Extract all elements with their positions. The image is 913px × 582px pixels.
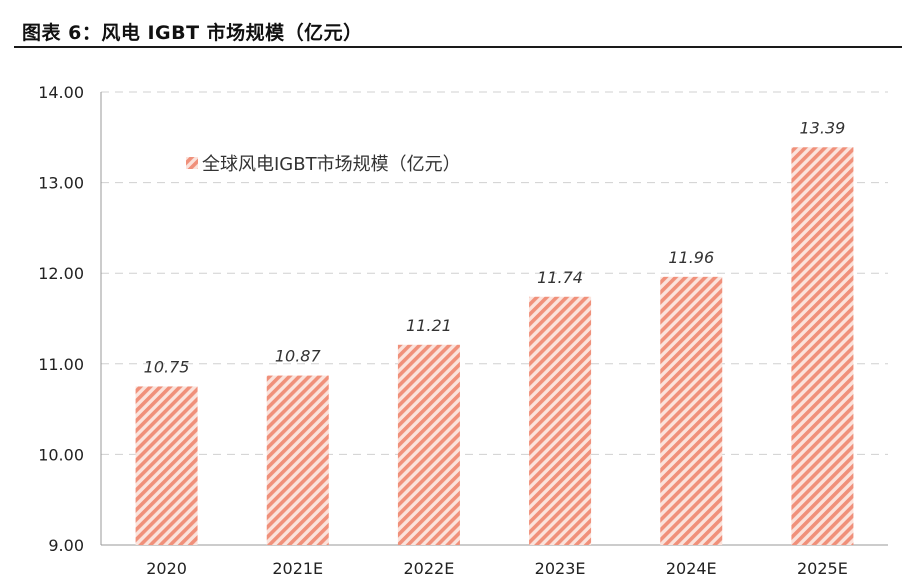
data-label: 11.96 (668, 248, 714, 267)
y-tick-label: 11.00 (38, 355, 84, 374)
y-tick-label: 13.00 (38, 174, 84, 193)
gridlines (101, 91, 888, 455)
title-underline (14, 46, 902, 48)
x-tick-label: 2022E (404, 559, 455, 578)
data-label: 11.21 (406, 316, 452, 335)
x-tick-labels: 2020 2021E 2022E 2023E 2024E 2025E (146, 559, 848, 578)
x-tick-label: 2023E (535, 559, 586, 578)
bar (397, 344, 460, 545)
data-labels: 10.75 10.87 11.21 11.74 11.96 13.39 (144, 118, 846, 376)
x-tick-label: 2021E (272, 559, 323, 578)
bar (529, 296, 592, 545)
legend: 全球风电IGBT市场规模（亿元） (186, 154, 461, 175)
data-label: 10.75 (144, 357, 190, 376)
data-label: 10.87 (275, 347, 322, 366)
y-tick-label: 9.00 (48, 536, 84, 555)
bar (660, 276, 723, 545)
y-tick-label: 12.00 (38, 264, 84, 283)
y-tick-label: 10.00 (38, 445, 84, 464)
bar (135, 386, 198, 545)
x-tick-label: 2024E (666, 559, 717, 578)
legend-label: 全球风电IGBT市场规模（亿元） (202, 154, 461, 175)
x-tick-label: 2020 (146, 559, 187, 578)
y-tick-label: 14.00 (38, 83, 84, 102)
bar (266, 375, 329, 545)
x-tick-label: 2025E (797, 559, 848, 578)
figure-title: 图表 6：风电 IGBT 市场规模（亿元） (22, 22, 363, 44)
bar (791, 147, 854, 546)
data-label: 11.74 (537, 268, 583, 287)
bars (135, 147, 854, 546)
y-tick-labels: 9.00 10.00 11.00 12.00 13.00 14.00 (38, 83, 84, 555)
legend-swatch (186, 157, 198, 169)
data-label: 13.39 (800, 118, 846, 137)
